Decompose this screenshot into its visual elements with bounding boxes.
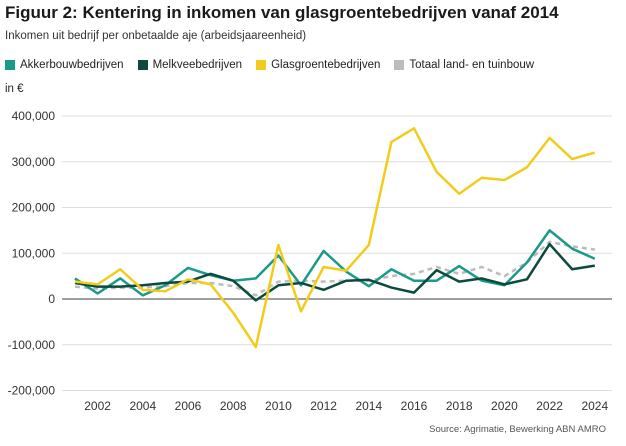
legend-swatch xyxy=(137,60,148,70)
series-line-melkveebedrijven xyxy=(74,242,595,302)
y-tick-label: 200,000 xyxy=(12,201,56,215)
x-tick-label: 2020 xyxy=(491,399,518,413)
legend-label: Akkerbouwbedrijven xyxy=(20,59,124,71)
legend-item: Glasgroentebedrijven xyxy=(256,59,380,71)
legend-label: Glasgroentebedrijven xyxy=(271,59,381,71)
x-tick-label: 2016 xyxy=(401,399,428,413)
y-tick-label: -100,000 xyxy=(8,338,56,352)
x-tick-label: 2008 xyxy=(220,399,247,413)
x-tick-label: 2024 xyxy=(581,399,608,413)
legend-item: Totaal land- en tuinbouw xyxy=(394,59,534,71)
legend-item: Akkerbouwbedrijven xyxy=(5,59,124,71)
legend: Akkerbouwbedrijven Melkveebedrijven Glasgr… xyxy=(5,59,534,71)
x-tick-label: 2010 xyxy=(265,399,292,413)
x-tick-label: 2018 xyxy=(446,399,473,413)
x-tick-label: 2012 xyxy=(310,399,337,413)
x-tick-label: 2014 xyxy=(355,399,382,413)
x-tick-label: 2002 xyxy=(84,399,111,413)
legend-swatch xyxy=(5,60,15,70)
legend-item: Melkveebedrijven xyxy=(137,59,243,71)
chart-title: Figuur 2: Kentering in inkomen van glasg… xyxy=(5,3,559,22)
y-tick-label: -200,000 xyxy=(8,384,56,398)
y-tick-label: 300,000 xyxy=(12,155,56,169)
x-tick-label: 2022 xyxy=(536,399,563,413)
x-tick-label: 2004 xyxy=(129,399,156,413)
source-note: Source: Agrimatie, Bewerking ABN AMRO xyxy=(429,424,606,435)
chart-subtitle: Inkomen uit bedrijf per onbetaalde aje (… xyxy=(5,30,307,42)
series-line-glasgroentebedrijven xyxy=(74,127,596,349)
legend-label: Melkveebedrijven xyxy=(152,59,243,71)
legend-swatch xyxy=(256,60,267,70)
legend-swatch xyxy=(394,60,405,70)
y-tick-label: 400,000 xyxy=(12,109,56,123)
y-tick-label: 0 xyxy=(48,292,55,306)
y-tick-label: 100,000 xyxy=(12,246,56,260)
series-line-totaal-land-en-tuinbouw xyxy=(74,240,595,297)
x-tick-label: 2006 xyxy=(175,399,202,413)
series-line-akkerbouwbedrijven xyxy=(74,229,596,297)
y-axis-unit: in € xyxy=(5,83,24,95)
legend-label: Totaal land- en tuinbouw xyxy=(409,59,535,71)
